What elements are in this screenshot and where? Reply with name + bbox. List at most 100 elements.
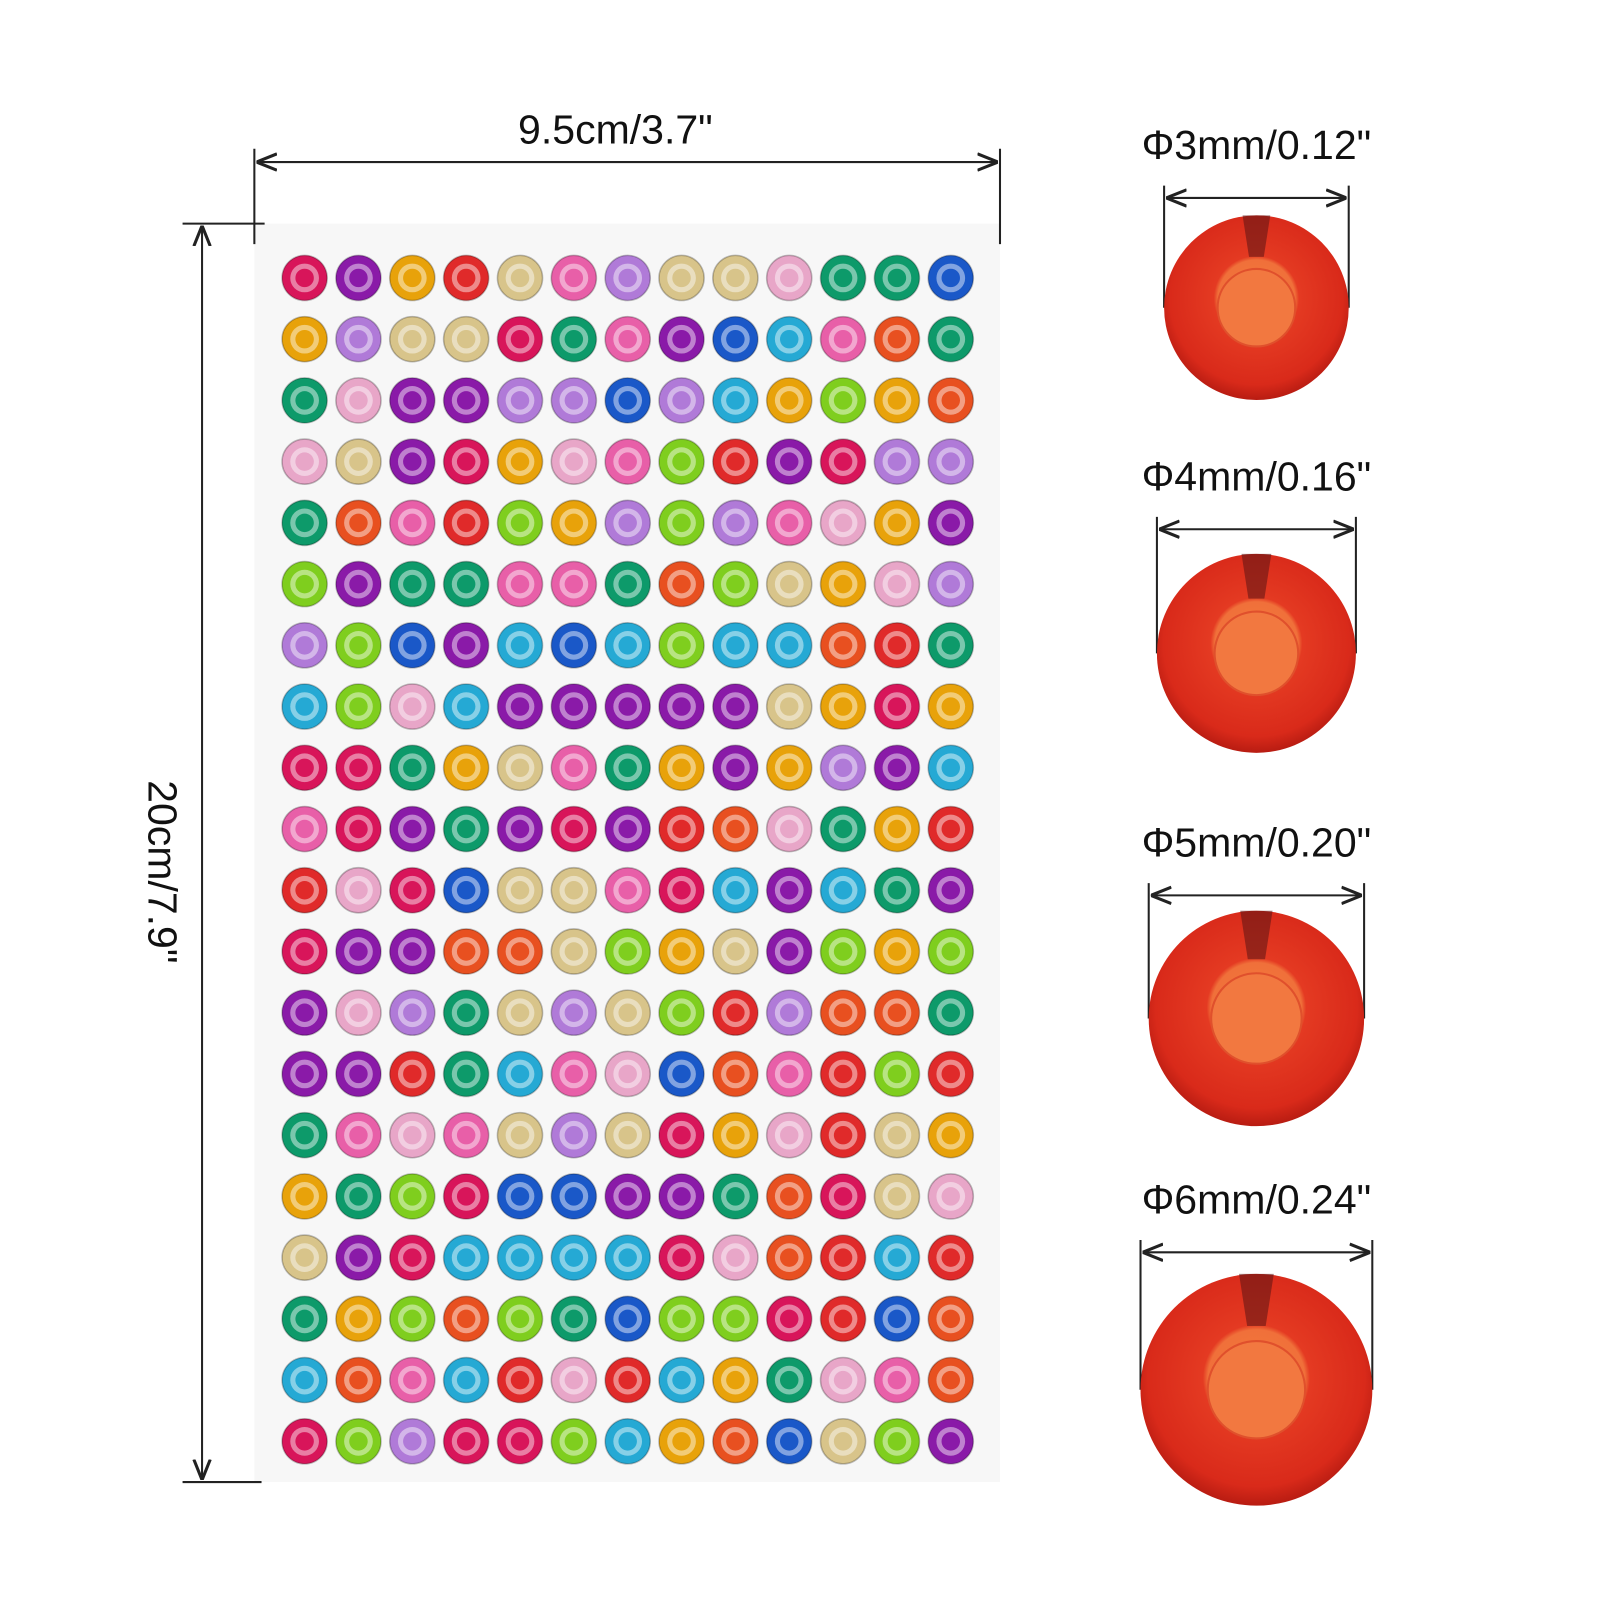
gem-center <box>833 758 853 778</box>
gem-center <box>941 513 960 533</box>
gem-center <box>726 636 745 655</box>
gem <box>765 560 813 608</box>
gem-center <box>564 881 584 900</box>
gem <box>873 560 921 608</box>
gem-center <box>349 881 368 900</box>
gem-center <box>456 819 476 839</box>
gem-center <box>887 1248 907 1267</box>
gem <box>765 499 813 547</box>
gem <box>442 622 490 669</box>
gem-center <box>564 1187 584 1206</box>
gem <box>281 1234 328 1281</box>
gem <box>442 1111 490 1159</box>
gem <box>873 1173 921 1220</box>
gem-center <box>833 1064 853 1084</box>
gem <box>550 1418 598 1465</box>
gem-center <box>349 1432 368 1451</box>
gem <box>712 866 759 914</box>
gem-center <box>672 1370 691 1390</box>
gem-center <box>780 1309 799 1329</box>
gem-center <box>887 574 907 594</box>
gem <box>442 315 490 363</box>
gem <box>442 499 490 547</box>
gem-center <box>780 636 799 655</box>
gem-center <box>403 1187 422 1206</box>
gem <box>927 683 975 730</box>
gem-center <box>887 329 907 349</box>
gem <box>388 438 436 485</box>
sample-gem-table <box>1213 610 1300 697</box>
gem-center <box>726 1309 745 1329</box>
gem-center <box>456 1248 476 1267</box>
gem <box>765 744 813 792</box>
gem-center <box>618 1370 637 1390</box>
gem <box>873 1111 921 1159</box>
gem <box>873 315 921 363</box>
gem <box>388 744 436 792</box>
gem-center <box>672 1309 691 1329</box>
gem-center <box>887 452 907 471</box>
gem <box>442 438 490 485</box>
gem <box>873 1295 921 1343</box>
gem <box>873 744 921 792</box>
gem <box>604 499 652 547</box>
gem <box>550 1111 598 1159</box>
gem <box>604 254 652 302</box>
gem <box>819 1111 867 1159</box>
gem <box>658 499 705 547</box>
gem-center <box>510 881 530 900</box>
gem-center <box>403 1248 422 1267</box>
gem-center <box>295 1125 314 1145</box>
gem <box>281 744 328 792</box>
gem <box>550 744 598 792</box>
gem-center <box>349 819 368 839</box>
gem <box>335 805 382 853</box>
gem <box>335 1234 382 1281</box>
gem-center <box>941 819 960 839</box>
gem <box>281 377 328 424</box>
gem-center <box>672 881 691 900</box>
gem <box>335 989 382 1037</box>
gem-center <box>941 1309 960 1329</box>
gem <box>388 989 436 1037</box>
gem <box>819 1418 867 1465</box>
gem-center <box>780 1370 799 1390</box>
gem <box>550 622 598 669</box>
gem-center <box>780 758 799 778</box>
gem-center <box>833 391 853 410</box>
gem-center <box>349 1370 368 1390</box>
gem-center <box>780 391 799 410</box>
gem-center <box>349 268 368 288</box>
gem-center <box>295 697 314 716</box>
gem-center <box>349 1187 368 1206</box>
gem <box>388 1295 436 1343</box>
gem-center <box>510 819 530 839</box>
gem <box>496 622 544 669</box>
gem-center <box>726 391 745 410</box>
gem-center <box>295 819 314 839</box>
gem-center <box>564 1125 584 1145</box>
gem-center <box>672 697 691 716</box>
gem <box>442 805 490 853</box>
gem <box>335 1418 382 1465</box>
gem-center <box>672 942 691 961</box>
gem <box>550 1173 598 1220</box>
gem <box>658 928 705 975</box>
gem-center <box>941 1432 960 1451</box>
gem <box>550 438 598 485</box>
gem <box>335 1356 382 1404</box>
gem-center <box>510 1432 530 1451</box>
gem <box>388 622 436 669</box>
gem <box>388 928 436 975</box>
gem <box>819 805 867 853</box>
gem-center <box>672 391 691 410</box>
gem-center <box>403 1003 422 1022</box>
gem-center <box>295 513 314 533</box>
gem-center <box>349 636 368 655</box>
gem <box>496 1111 544 1159</box>
gem-center <box>726 329 745 349</box>
gem-center <box>564 574 584 594</box>
gem <box>873 805 921 853</box>
